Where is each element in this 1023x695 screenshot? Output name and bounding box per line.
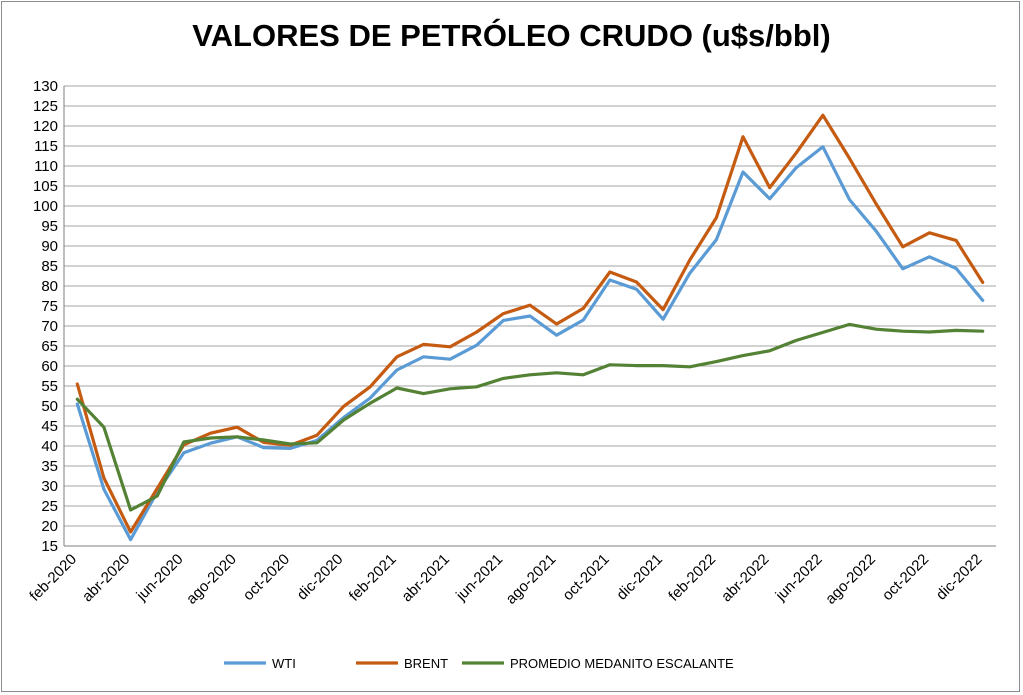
y-tick-label: 95	[41, 218, 58, 235]
y-tick-label: 110	[34, 158, 58, 175]
x-tick-label: oct-2021	[559, 551, 612, 604]
x-tick-label: oct-2022	[879, 551, 932, 604]
y-tick-label: 15	[41, 538, 58, 555]
x-tick-label: dic-2021	[613, 551, 666, 604]
y-tick-label: 30	[41, 478, 58, 495]
y-tick-label: 100	[33, 198, 58, 215]
x-tick-label: jun-2021	[452, 551, 506, 605]
x-tick-label: feb-2022	[665, 551, 719, 605]
chart-title: VALORES DE PETRÓLEO CRUDO (u$s/bbl)	[192, 18, 831, 53]
x-tick-label: ago-2020	[183, 551, 240, 608]
y-tick-label: 105	[33, 178, 58, 195]
x-tick-label: abr-2020	[79, 551, 133, 605]
x-tick-label: ago-2021	[503, 551, 560, 608]
x-tick-label: ago-2022	[822, 551, 879, 608]
y-tick-label: 120	[33, 118, 58, 135]
legend-label: BRENT	[404, 656, 448, 671]
y-tick-label: 40	[41, 438, 58, 455]
y-tick-label: 65	[41, 338, 58, 355]
y-tick-label: 20	[41, 518, 58, 535]
x-tick-label: feb-2020	[26, 551, 80, 605]
y-tick-label: 125	[33, 98, 58, 115]
y-tick-label: 75	[41, 298, 58, 315]
x-tick-label: abr-2021	[398, 551, 452, 605]
series-line-3	[75, 322, 985, 512]
x-tick-label: dic-2020	[294, 551, 347, 604]
y-tick-label: 80	[41, 278, 58, 295]
x-tick-label: abr-2022	[718, 551, 772, 605]
y-tick-label: 90	[41, 238, 58, 255]
y-tick-label: 60	[41, 358, 58, 375]
series-line-1	[75, 145, 985, 542]
x-tick-label: jun-2022	[772, 551, 826, 605]
x-tick-label: jun-2020	[133, 551, 187, 605]
y-tick-label: 50	[41, 398, 58, 415]
x-tick-label: dic-2022	[933, 551, 986, 604]
y-tick-label: 115	[34, 138, 58, 155]
y-tick-label: 35	[41, 458, 58, 475]
y-tick-label: 85	[41, 258, 58, 275]
legend-label: PROMEDIO MEDANITO ESCALANTE	[510, 656, 734, 671]
y-tick-label: 45	[41, 418, 58, 435]
series-line-2	[75, 113, 985, 534]
x-tick-label: feb-2021	[346, 551, 400, 605]
y-tick-label: 55	[41, 378, 58, 395]
y-tick-label: 130	[33, 78, 58, 95]
legend-label: WTI	[272, 656, 296, 671]
y-tick-label: 25	[41, 498, 58, 515]
y-tick-label: 70	[41, 318, 58, 335]
x-tick-label: oct-2020	[240, 551, 293, 604]
